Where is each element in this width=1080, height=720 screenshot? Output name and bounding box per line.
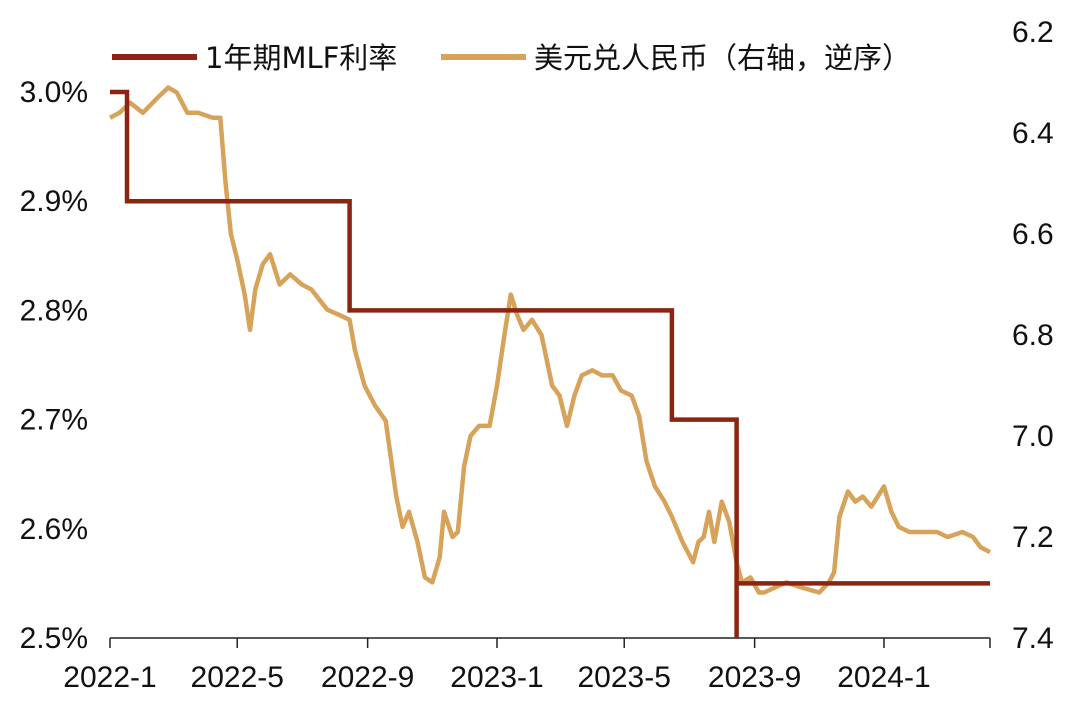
y-left-tick-label: 3.0% — [20, 76, 88, 109]
x-tick-label: 2023-5 — [578, 661, 671, 694]
y-right-tick-label: 6.6 — [1012, 218, 1054, 251]
legend: 1年期MLF利率 美元兑人民币（右轴，逆序） — [112, 41, 911, 75]
legend-label-usdcny: 美元兑人民币（右轴，逆序） — [534, 41, 911, 75]
y-right-tick-label: 7.2 — [1012, 521, 1054, 554]
y-right-tick-label: 6.2 — [1012, 16, 1054, 49]
y-left-tick-label: 2.8% — [20, 294, 88, 327]
y-left-tick-label: 2.9% — [20, 185, 88, 218]
plot-area — [108, 85, 992, 638]
x-tick-label: 2022-9 — [321, 661, 414, 694]
y-left-tick-label: 2.5% — [20, 622, 88, 655]
y-left-tick-label: 2.6% — [20, 513, 88, 546]
x-tick-label: 2022-1 — [63, 661, 156, 694]
y-right-tick-label: 6.8 — [1012, 319, 1054, 352]
axes: 2022-1 2022-5 2022-9 2023-1 2023-5 2023-9 2024… — [20, 16, 1054, 694]
y-right-tick-label: 6.4 — [1012, 117, 1054, 150]
x-tick-label: 2022-5 — [191, 661, 284, 694]
x-tick-label: 2024-1 — [837, 661, 930, 694]
series-line-mlf — [110, 89, 990, 638]
legend-label-mlf: 1年期MLF利率 — [205, 41, 397, 75]
x-tick-label: 2023-1 — [450, 661, 543, 694]
x-tick-label: 2023-9 — [708, 661, 801, 694]
y-left-tick-label: 2.7% — [20, 404, 88, 437]
y-right-tick-label: 7.0 — [1012, 420, 1054, 453]
y-right-tick-label: 7.4 — [1012, 622, 1054, 655]
series-line-usdcny — [108, 85, 992, 595]
